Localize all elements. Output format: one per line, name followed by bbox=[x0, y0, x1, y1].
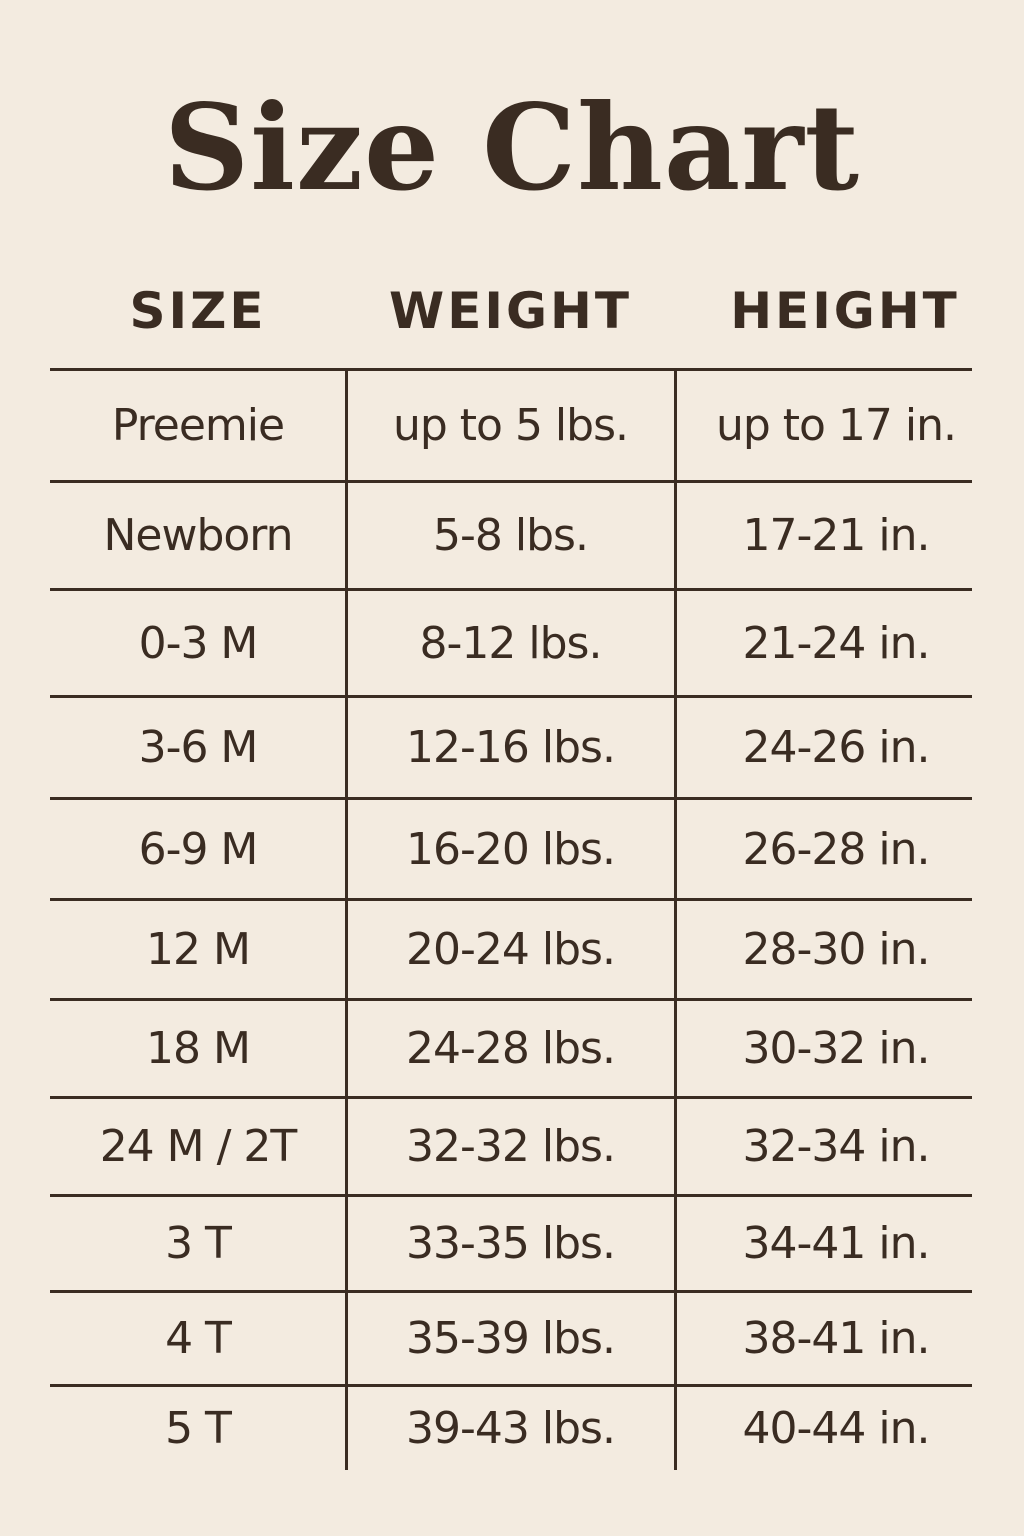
row-divider bbox=[50, 1096, 972, 1099]
height-cell: 26-28 in. bbox=[742, 823, 931, 875]
height-cell: 40-44 in. bbox=[742, 1403, 931, 1454]
column-divider bbox=[674, 369, 677, 1470]
height-cell: 32-34 in. bbox=[742, 1121, 931, 1172]
row-divider bbox=[50, 588, 972, 591]
row-divider bbox=[50, 998, 972, 1001]
row-divider bbox=[50, 480, 972, 483]
size-cell: 3 T bbox=[165, 1218, 232, 1269]
column-header-size: SIZE bbox=[129, 282, 267, 340]
height-cell: 30-32 in. bbox=[742, 1023, 931, 1074]
size-cell: 4 T bbox=[165, 1313, 232, 1364]
height-cell: 17-21 in. bbox=[742, 510, 931, 561]
size-cell: 6-9 M bbox=[138, 823, 259, 875]
column-header-height: HEIGHT bbox=[730, 282, 960, 340]
size-cell: 0-3 M bbox=[138, 617, 259, 669]
height-cell: 21-24 in. bbox=[742, 617, 931, 669]
column-header-weight: WEIGHT bbox=[389, 282, 632, 340]
column-divider bbox=[345, 369, 348, 1470]
height-cell: 34-41 in. bbox=[742, 1218, 931, 1269]
row-divider bbox=[50, 1290, 972, 1293]
weight-cell: 16-20 lbs. bbox=[406, 823, 616, 875]
size-cell: Newborn bbox=[103, 510, 293, 561]
size-cell: 5 T bbox=[165, 1403, 232, 1454]
height-cell: 24-26 in. bbox=[742, 722, 931, 773]
height-cell: 28-30 in. bbox=[742, 924, 931, 975]
size-cell: Preemie bbox=[111, 400, 285, 451]
weight-cell: 12-16 lbs. bbox=[406, 722, 616, 773]
weight-cell: 33-35 lbs. bbox=[406, 1218, 616, 1269]
weight-cell: 24-28 lbs. bbox=[406, 1023, 616, 1074]
row-divider bbox=[50, 695, 972, 698]
row-divider bbox=[50, 1384, 972, 1387]
weight-cell: 32-32 lbs. bbox=[406, 1121, 616, 1172]
row-divider bbox=[50, 368, 972, 371]
size-cell: 3-6 M bbox=[138, 722, 259, 773]
size-cell: 24 M / 2T bbox=[99, 1121, 298, 1172]
weight-cell: 20-24 lbs. bbox=[406, 924, 616, 975]
weight-cell: 35-39 lbs. bbox=[406, 1313, 616, 1364]
row-divider bbox=[50, 797, 972, 800]
row-divider bbox=[50, 1194, 972, 1197]
weight-cell: 5-8 lbs. bbox=[433, 510, 589, 561]
size-cell: 12 M bbox=[146, 924, 251, 975]
height-cell: up to 17 in. bbox=[715, 400, 957, 451]
weight-cell: up to 5 lbs. bbox=[392, 400, 629, 451]
weight-cell: 39-43 lbs. bbox=[406, 1403, 616, 1454]
size-cell: 18 M bbox=[146, 1023, 251, 1074]
page-title: Size Chart bbox=[163, 78, 861, 217]
height-cell: 38-41 in. bbox=[742, 1313, 931, 1364]
weight-cell: 8-12 lbs. bbox=[419, 617, 603, 669]
row-divider bbox=[50, 898, 972, 901]
